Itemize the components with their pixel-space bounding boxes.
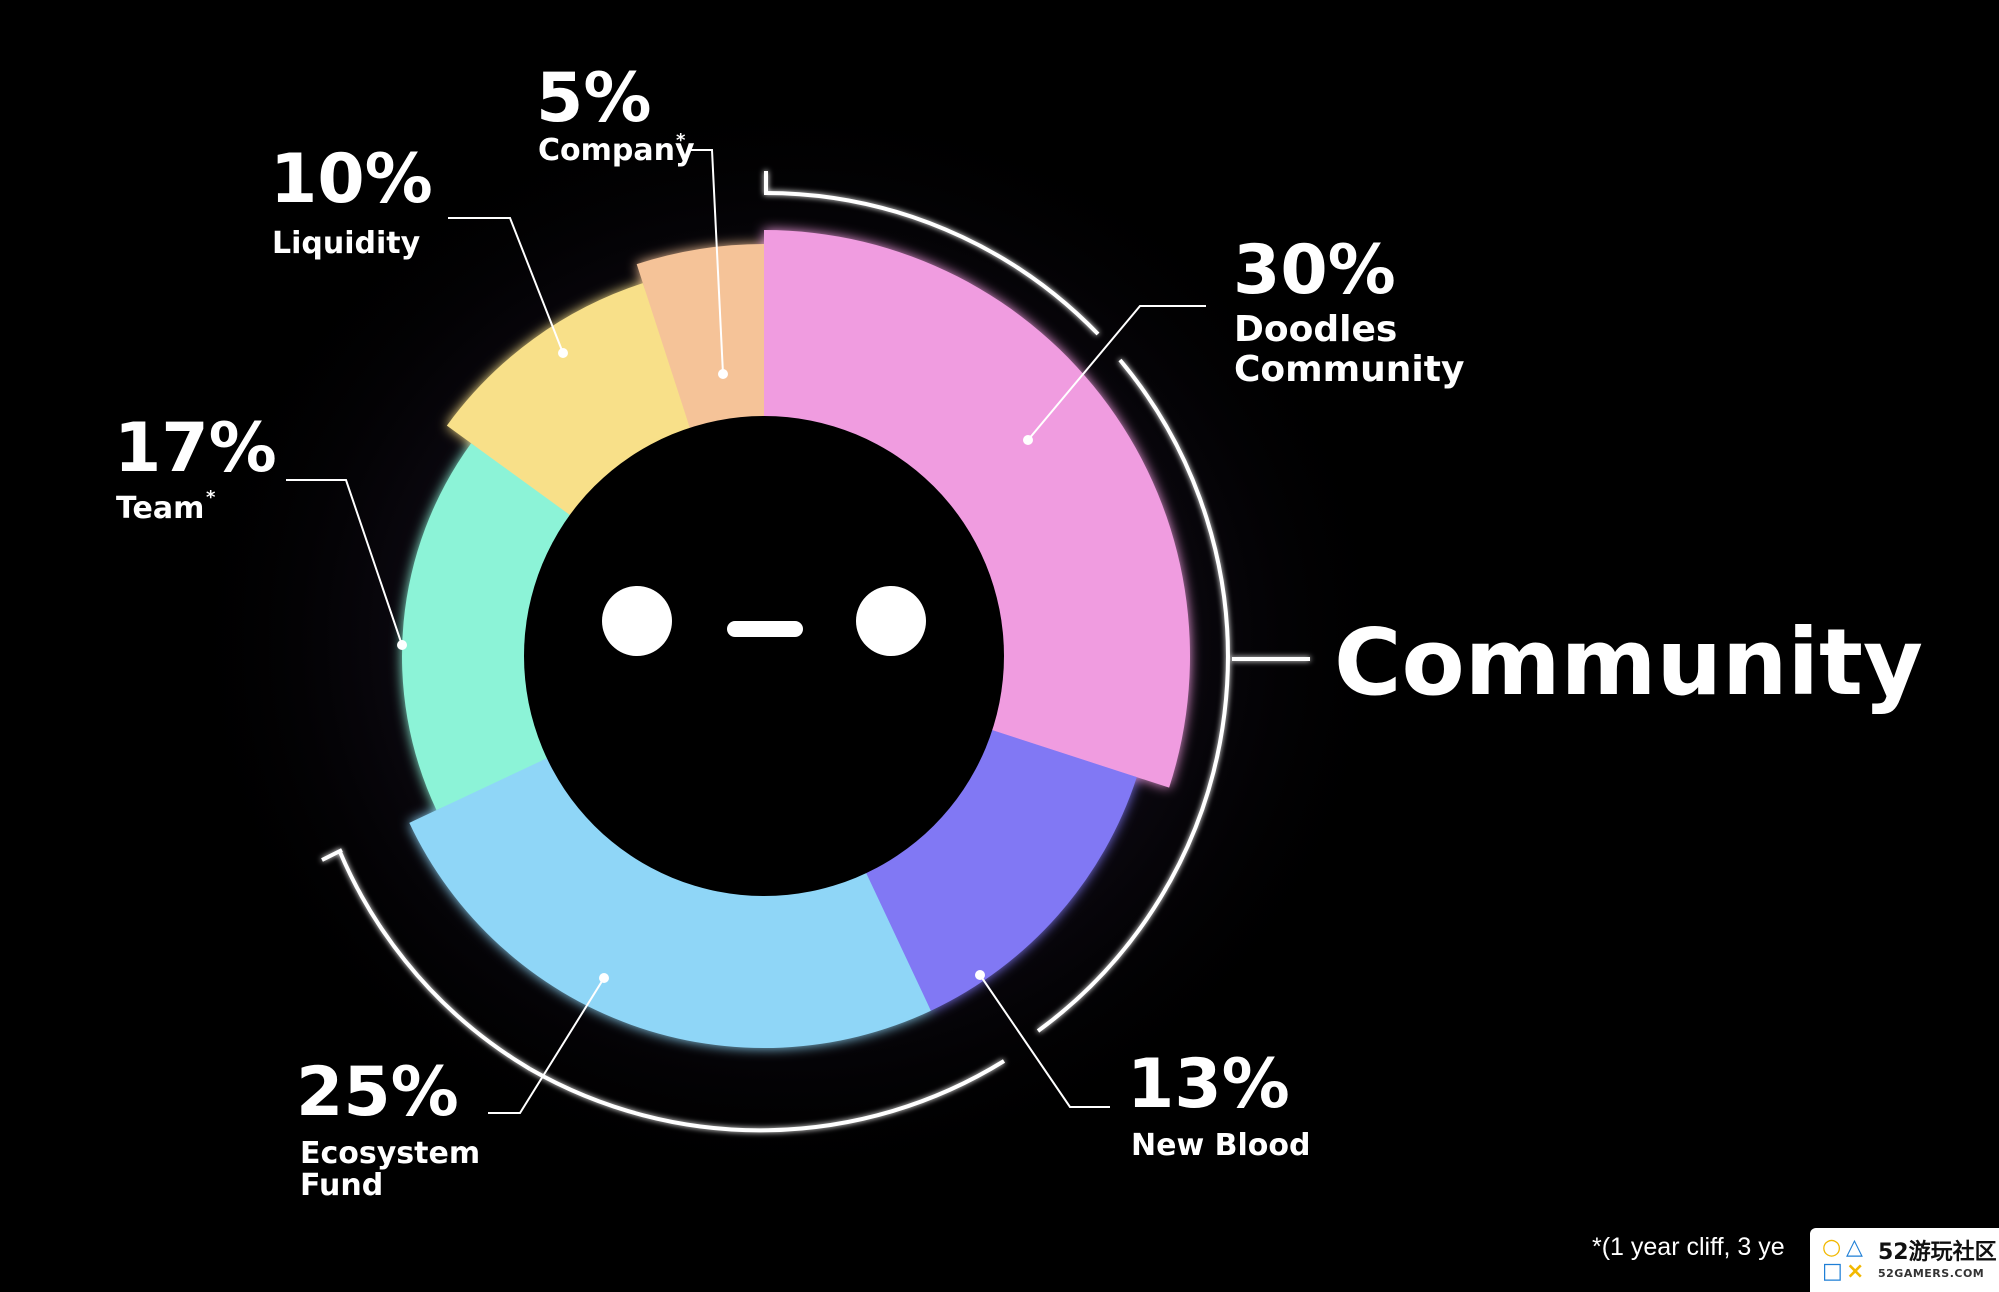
doodles-label-line2: Community (1234, 349, 1464, 390)
community-bracket (321, 171, 1310, 1133)
company-dot (718, 369, 728, 379)
triangle-shape-icon: △ (1846, 1235, 1863, 1260)
square-shape-icon: □ (1822, 1259, 1843, 1284)
community-bracket-arc (763, 190, 1100, 336)
footnote: *(1 year cliff, 3 ye (1592, 1233, 1785, 1261)
company-leader (688, 149, 724, 375)
bracket-tick-bottom (321, 848, 343, 862)
ecosystem-dot (599, 973, 609, 983)
doodles-label-line1: Doodles (1234, 309, 1397, 350)
slice-team (402, 443, 574, 811)
team-leader (286, 479, 403, 646)
doodles-dot (1023, 435, 1033, 445)
community-bracket-arc (1036, 358, 1230, 1033)
newblood-percent: 13% (1127, 1045, 1290, 1124)
site-watermark: ○ △ □ × 52游玩社区 52GAMERS.COM (1810, 1228, 1999, 1292)
watermark-url: 52GAMERS.COM (1878, 1266, 1985, 1280)
ecosystem-leader (488, 977, 605, 1114)
pie-slices (402, 230, 1190, 1048)
doodles-percent: 30% (1233, 231, 1396, 310)
team-label: Team (116, 491, 204, 526)
company-asterisk: * (676, 130, 686, 151)
playstation-shapes-icon: ○ △ □ × (1820, 1235, 1874, 1285)
liquidity-label: Liquidity (272, 226, 421, 261)
mouth-icon (727, 621, 803, 637)
doodles-leader (1027, 305, 1206, 441)
leader-lines (286, 149, 1206, 1114)
liquidity-percent: 10% (270, 140, 433, 219)
liquidity-leader (448, 217, 564, 354)
slice-labels: 30% Doodles Community 13% New Blood 25% … (114, 59, 1923, 1261)
community-bracket-arc (529, 1059, 1006, 1133)
company-label: Company (538, 133, 695, 168)
bracket-arc-lower (338, 851, 532, 1071)
newblood-label: New Blood (1131, 1128, 1310, 1163)
liquidity-dot (558, 348, 568, 358)
slice-doodles-community (764, 230, 1190, 788)
ecosystem-label-line1: Ecosystem (300, 1136, 480, 1171)
circle-shape-icon: ○ (1822, 1235, 1842, 1260)
cross-shape-icon: × (1846, 1259, 1865, 1284)
newblood-leader (979, 974, 1110, 1108)
team-dot (397, 640, 407, 650)
slice-ecosystem-fund (409, 756, 931, 1048)
ecosystem-percent: 25% (296, 1053, 459, 1132)
watermark-title: 52游玩社区 (1878, 1239, 1997, 1265)
slice-new-blood (864, 728, 1137, 1011)
right-eye-icon (856, 586, 926, 656)
face-circle (524, 416, 1004, 896)
team-asterisk: * (206, 487, 216, 508)
community-group-label: Community (1334, 609, 1923, 716)
team-percent: 17% (114, 409, 277, 488)
center-face-icon (524, 416, 1004, 896)
company-percent: 5% (536, 59, 651, 138)
ecosystem-label-line2: Fund (300, 1168, 383, 1203)
slice-company (636, 244, 764, 432)
newblood-dot (975, 970, 985, 980)
left-eye-icon (602, 586, 672, 656)
